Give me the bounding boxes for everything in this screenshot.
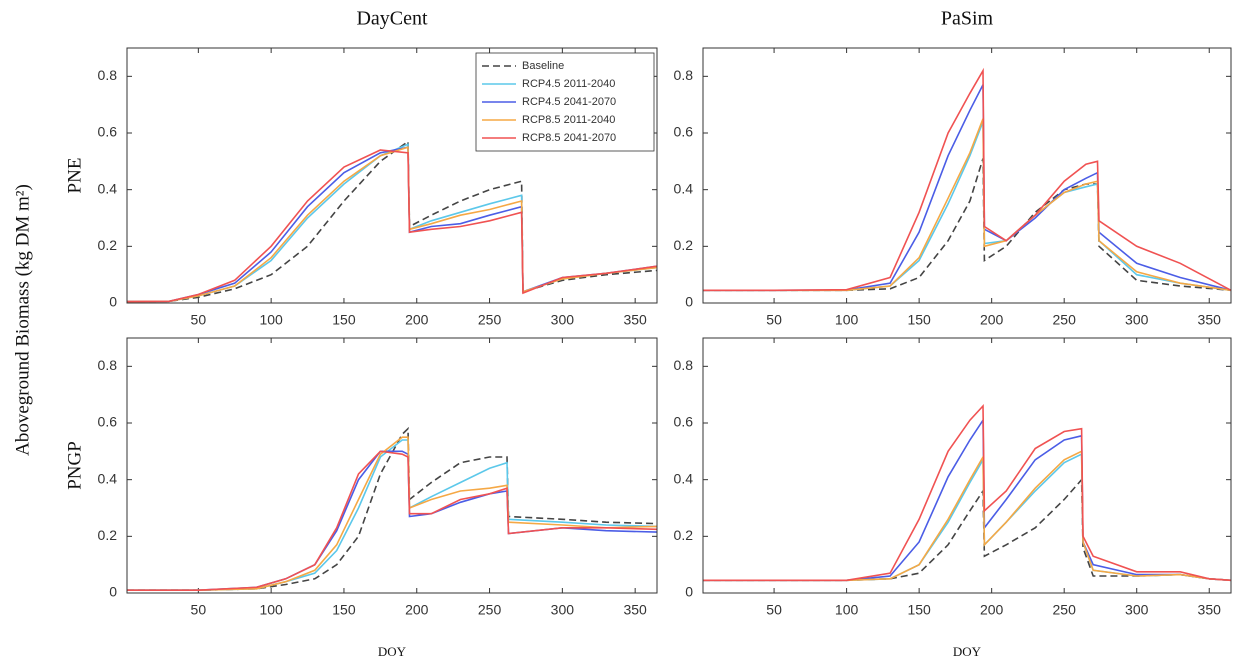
x-tick-label: 150	[332, 602, 356, 618]
x-tick-label: 250	[478, 312, 502, 328]
y-tick-label: 0.8	[98, 67, 118, 83]
series-line	[126, 146, 658, 303]
x-tick-label: 100	[835, 312, 859, 328]
y-tick-label: 0.2	[98, 527, 118, 543]
series-line	[703, 450, 1232, 582]
x-tick-label: 300	[1125, 602, 1149, 618]
x-tick-label: 300	[551, 312, 575, 328]
series-line	[127, 439, 658, 591]
y-tick-label: 0.8	[674, 67, 694, 83]
legend-label: RCP8.5 2011-2040	[522, 114, 615, 126]
row-label: PNE	[64, 158, 85, 194]
x-tick-label: 100	[259, 602, 283, 618]
x-tick-label: 50	[766, 602, 782, 618]
series-line	[703, 84, 1232, 292]
x-axis-label: DOY	[378, 644, 407, 659]
series-line	[703, 417, 1232, 582]
x-tick-label: 250	[1053, 312, 1077, 328]
series-line	[703, 403, 1232, 582]
series-line	[703, 118, 1232, 292]
axes-box	[126, 47, 658, 304]
series-line	[703, 477, 1232, 582]
y-tick-label: 0.2	[674, 237, 694, 253]
chart-title: PaSim	[941, 8, 994, 30]
x-tick-label: 100	[259, 312, 283, 328]
y-tick-label: 0.6	[98, 414, 118, 430]
x-tick-label: 200	[980, 602, 1004, 618]
series-line	[703, 158, 1232, 292]
x-tick-label: 100	[835, 602, 859, 618]
chart-title: DayCent	[356, 8, 428, 30]
series-line	[127, 450, 658, 591]
y-tick-label: 0	[109, 584, 117, 600]
x-tick-label: 250	[1053, 602, 1077, 618]
series-line	[126, 146, 658, 303]
legend-label: RCP4.5 2011-2040	[522, 78, 615, 90]
y-tick-label: 0.4	[98, 470, 118, 486]
series-line	[126, 149, 658, 303]
y-tick-label: 0.4	[674, 180, 694, 196]
x-tick-label: 150	[907, 312, 931, 328]
x-tick-label: 50	[191, 602, 207, 618]
x-tick-label: 150	[332, 312, 356, 328]
x-tick-label: 200	[405, 312, 429, 328]
x-tick-label: 350	[1198, 312, 1222, 328]
x-tick-label: 350	[1198, 602, 1222, 618]
legend-label: RCP8.5 2041-2070	[522, 132, 616, 144]
x-tick-label: 300	[1125, 312, 1149, 328]
y-tick-label: 0.2	[98, 237, 118, 253]
x-axis-label: DOY	[953, 644, 982, 659]
series-line	[127, 436, 658, 591]
y-tick-label: 0.8	[674, 357, 694, 373]
x-tick-label: 250	[478, 602, 502, 618]
x-tick-label: 50	[191, 312, 207, 328]
axes-box	[702, 337, 1232, 594]
x-tick-label: 150	[907, 602, 931, 618]
y-tick-label: 0.6	[98, 124, 118, 140]
y-tick-label: 0	[109, 294, 117, 310]
x-tick-label: 200	[405, 602, 429, 618]
series-line	[703, 67, 1232, 292]
y-tick-label: 0	[685, 294, 693, 310]
series-line	[126, 143, 658, 303]
y-tick-label: 0	[685, 584, 693, 600]
x-tick-label: 300	[551, 602, 575, 618]
y-tick-label: 0.4	[674, 470, 694, 486]
x-tick-label: 350	[623, 312, 647, 328]
y-tick-label: 0.8	[98, 357, 118, 373]
axes-box	[126, 337, 658, 594]
y-tick-label: 0.6	[674, 124, 694, 140]
series-line	[703, 121, 1232, 292]
series-line	[127, 450, 658, 591]
y-tick-label: 0.2	[674, 527, 694, 543]
shared-y-label: Aboveground Biomass (kg DM m²)	[12, 184, 33, 456]
y-tick-label: 0.6	[674, 414, 694, 430]
legend-label: RCP4.5 2041-2070	[522, 96, 616, 108]
series-line	[703, 452, 1232, 582]
legend-label: Baseline	[522, 60, 564, 72]
row-label: PNGP	[64, 441, 85, 490]
x-tick-label: 200	[980, 312, 1004, 328]
x-tick-label: 50	[766, 312, 782, 328]
axes-box	[702, 47, 1232, 304]
y-tick-label: 0.4	[98, 180, 118, 196]
x-tick-label: 350	[623, 602, 647, 618]
